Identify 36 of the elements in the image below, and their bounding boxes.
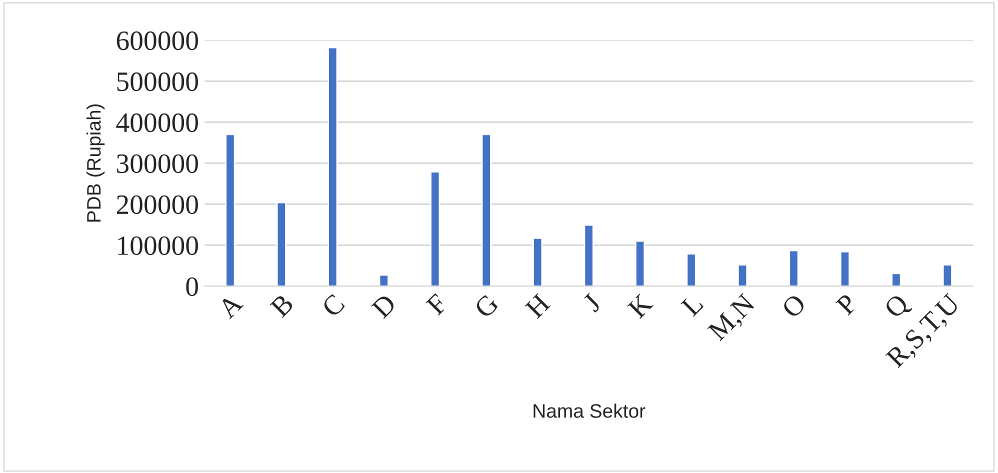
bar (328, 46, 338, 286)
x-tick-label: P (835, 293, 858, 316)
x-tick-label: B (270, 293, 294, 318)
y-tick-label: 400000 (116, 113, 198, 132)
bar (788, 250, 799, 286)
x-tick-label: F (426, 293, 448, 316)
bar (378, 274, 389, 286)
x-tick-label: O (780, 293, 807, 319)
x-tick-label: A (216, 292, 244, 320)
bar (430, 171, 440, 286)
y-tick-label: 300000 (117, 154, 198, 174)
x-tick-label: K (627, 292, 654, 319)
bar (225, 134, 236, 286)
x-tick-label: C (320, 293, 346, 318)
x-tick-label: J (582, 292, 602, 313)
y-axis-title: PDB (Rupiah) (86, 104, 105, 222)
x-tick-label: L (680, 294, 704, 317)
x-tick-label: D (371, 293, 397, 320)
y-tick-label: 200000 (116, 195, 198, 214)
bar (891, 272, 902, 286)
bar (584, 224, 594, 286)
bar (532, 238, 543, 286)
bar (840, 251, 850, 286)
y-tick-label: 500000 (117, 72, 198, 92)
bar (737, 264, 748, 286)
y-tick-label: 600000 (116, 31, 198, 50)
bar (276, 202, 286, 286)
x-axis-title: Nama Sektor (534, 404, 646, 418)
x-tick-label: G (474, 292, 500, 319)
bar (686, 253, 696, 286)
y-tick-label: 0 (186, 277, 198, 296)
bar (942, 264, 952, 286)
bar (481, 134, 492, 286)
bar (635, 240, 646, 286)
x-tick-label: H (524, 293, 551, 319)
y-tick-label: 100000 (118, 236, 198, 256)
